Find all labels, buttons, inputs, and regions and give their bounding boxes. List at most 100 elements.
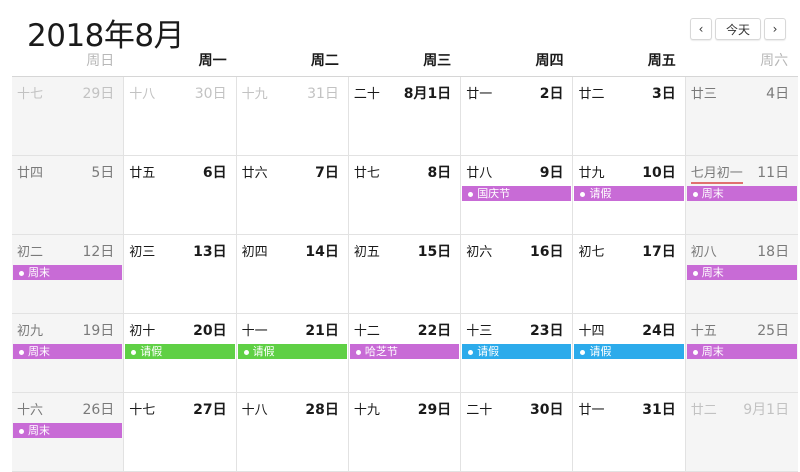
lunar-date: 初六 xyxy=(466,245,493,260)
calendar-event[interactable]: 哈芝节 xyxy=(349,344,460,359)
solar-date: 16日 xyxy=(530,244,564,260)
lunar-date: 初九 xyxy=(17,324,44,339)
solar-date: 20日 xyxy=(193,323,227,339)
lunar-date: 十七 xyxy=(129,403,156,418)
lunar-date: 十五 xyxy=(690,324,717,339)
solar-date: 23日 xyxy=(530,323,564,339)
calendar-event[interactable]: 周末 xyxy=(686,265,798,280)
event-dot-icon xyxy=(468,349,474,355)
calendar-day-cell[interactable]: 廿三 4日 xyxy=(685,77,799,155)
calendar-day-cell[interactable]: 二十 30日 xyxy=(461,393,574,471)
calendar-day-cell[interactable]: 十一 21日 请假 xyxy=(236,314,349,392)
event-label: 请假 xyxy=(589,187,612,200)
calendar-day-cell[interactable]: 十九 29日 xyxy=(348,393,462,471)
solar-date: 24日 xyxy=(642,323,676,339)
calendar-day-cell[interactable]: 廿二 9月1日 xyxy=(685,393,799,471)
lunar-date: 十九 xyxy=(241,87,268,102)
calendar-day-cell[interactable]: 廿一 2日 xyxy=(461,77,574,155)
calendar-day-cell[interactable]: 二十 8月1日 xyxy=(348,77,462,155)
calendar-day-cell[interactable]: 十九 31日 xyxy=(236,77,349,155)
calendar-day-cell[interactable]: 十六 26日 周末 xyxy=(12,393,125,471)
lunar-date: 廿九 xyxy=(578,166,605,181)
calendar-day-cell[interactable]: 十八 28日 xyxy=(236,393,349,471)
solar-date: 30日 xyxy=(194,86,227,102)
solar-date: 15日 xyxy=(417,244,452,260)
calendar-event[interactable]: 周末 xyxy=(686,186,798,201)
solar-date: 4日 xyxy=(766,86,790,102)
calendar-day-cell[interactable]: 十五 25日 周末 xyxy=(685,314,799,392)
solar-date: 3日 xyxy=(652,86,676,102)
event-dot-icon xyxy=(468,191,474,197)
weekday-wednesday: 周三 xyxy=(423,53,452,69)
calendar-week: 十六 26日 周末 十七 27日 十八 28日 十九 29日 二十 30日 廿一 31日 廿二 9月1日 xyxy=(12,393,799,472)
prev-month-button[interactable]: ‹ xyxy=(690,18,712,40)
calendar-day-cell[interactable]: 七月初一 11日周末 xyxy=(685,156,799,234)
calendar-day-cell[interactable]: 初五 15日 xyxy=(348,235,462,313)
lunar-date: 十一 xyxy=(241,324,268,339)
calendar-event[interactable]: 请假 xyxy=(574,186,684,201)
weekday-header: 周日 周一 周二 周三 周四 周五 周六 xyxy=(12,50,798,76)
calendar-event[interactable]: 请假 xyxy=(125,344,235,359)
calendar-day-cell[interactable]: 初四 14日 xyxy=(236,235,349,313)
calendar-day-cell[interactable]: 廿四 5日 xyxy=(12,156,125,234)
calendar-grid: 十七 29日 十八 30日 十九 31日 二十 8月1日 廿一 2日 廿二 3日 廿三 4日 廿四 5日 廿五 6… xyxy=(12,76,799,472)
calendar-day-cell[interactable]: 廿二 3日 xyxy=(573,77,686,155)
event-label: 请假 xyxy=(589,345,612,358)
calendar-event[interactable]: 请假 xyxy=(237,344,347,359)
lunar-date: 廿四 xyxy=(17,166,44,181)
lunar-date: 廿一 xyxy=(578,403,605,418)
calendar-day-cell[interactable]: 廿五 6日 xyxy=(124,156,237,234)
weekday-saturday: 周六 xyxy=(760,53,789,69)
event-dot-icon xyxy=(19,428,24,434)
calendar-event[interactable]: 请假 xyxy=(574,344,684,359)
calendar-day-cell[interactable]: 初七 17日 xyxy=(573,235,686,313)
lunar-date: 二十 xyxy=(466,403,493,418)
calendar-event[interactable]: 国庆节 xyxy=(462,186,572,201)
calendar-day-cell[interactable]: 十七 27日 xyxy=(124,393,237,471)
today-button[interactable]: 今天 xyxy=(715,18,761,40)
event-dot-icon xyxy=(19,270,24,276)
calendar-day-cell[interactable]: 初二 12日 周末 xyxy=(12,235,125,313)
calendar-day-cell[interactable]: 廿一 31日 xyxy=(573,393,686,471)
calendar-week: 十七 29日 十八 30日 十九 31日 二十 8月1日 廿一 2日 廿二 3日 廿三 4日 xyxy=(12,77,799,156)
calendar-day-cell[interactable]: 十八 30日 xyxy=(124,77,237,155)
solar-date: 27日 xyxy=(193,402,227,418)
event-dot-icon xyxy=(19,349,24,355)
event-dot-icon xyxy=(580,191,586,197)
calendar-day-cell[interactable]: 初九 19日 周末 xyxy=(12,314,125,392)
calendar-event[interactable]: 周末 xyxy=(13,344,123,359)
lunar-date: 初七 xyxy=(578,245,605,260)
calendar-day-cell[interactable]: 初三 13日 xyxy=(124,235,237,313)
lunar-date: 初四 xyxy=(241,245,268,260)
next-month-button[interactable]: › xyxy=(764,18,786,40)
calendar-day-cell[interactable]: 十三 23日 请假 xyxy=(461,314,574,392)
lunar-date: 七月初一 xyxy=(690,162,743,184)
calendar-day-cell[interactable]: 初十 20日 请假 xyxy=(124,314,237,392)
calendar-day-cell[interactable]: 十七 29日 xyxy=(12,77,125,155)
calendar-day-cell[interactable]: 廿七 8日 xyxy=(348,156,462,234)
calendar-day-cell[interactable]: 十四 24日 请假 xyxy=(573,314,686,392)
calendar-event[interactable]: 请假 xyxy=(462,344,572,359)
lunar-date: 廿二 xyxy=(578,87,605,102)
calendar-day-cell[interactable]: 廿六 7日 xyxy=(236,156,349,234)
calendar-event[interactable]: 周末 xyxy=(686,344,798,359)
calendar-day-cell[interactable]: 廿九 10日 请假 xyxy=(573,156,686,234)
calendar-day-cell[interactable]: 初六 16日 xyxy=(461,235,574,313)
solar-date: 29日 xyxy=(82,86,115,102)
calendar-day-cell[interactable]: 十二 22日 哈芝节 xyxy=(348,314,462,392)
event-label: 国庆节 xyxy=(477,187,511,200)
calendar-event[interactable]: 周末 xyxy=(13,423,123,438)
calendar-event[interactable]: 周末 xyxy=(13,265,123,280)
event-dot-icon xyxy=(243,349,249,355)
solar-date: 5日 xyxy=(91,165,115,181)
solar-date: 11日 xyxy=(757,165,790,181)
solar-date: 31日 xyxy=(307,86,339,102)
calendar-day-cell[interactable]: 廿八 9日 国庆节 xyxy=(461,156,574,234)
lunar-date: 初五 xyxy=(353,245,380,260)
lunar-date: 初三 xyxy=(129,245,156,260)
weekday-thursday: 周四 xyxy=(535,53,564,69)
calendar-day-cell[interactable]: 初八 18日 周末 xyxy=(685,235,799,313)
event-label: 请假 xyxy=(477,345,500,358)
solar-date: 26日 xyxy=(82,402,115,418)
solar-date: 22日 xyxy=(417,323,452,339)
